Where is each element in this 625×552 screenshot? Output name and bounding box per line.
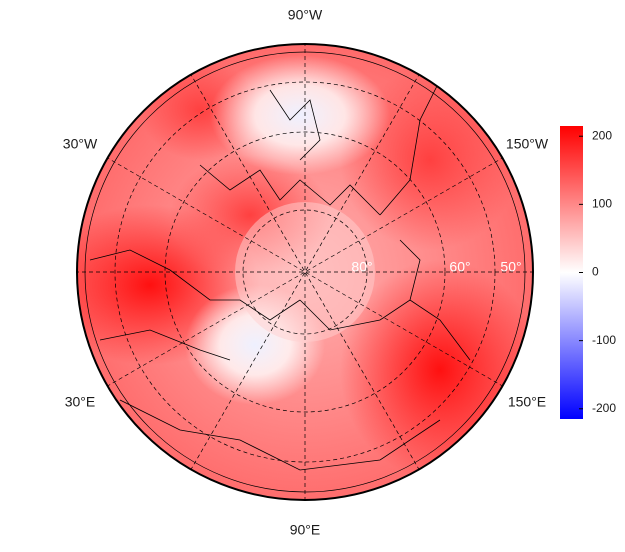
graticule [77,44,533,500]
lon-label: 30°E [65,394,96,410]
colorbar-tick-label: 200 [592,128,612,142]
lat-label: 60° [449,259,470,275]
colorbar-tick-label: 100 [592,197,612,211]
lon-label: 150°W [506,136,549,152]
lon-label: 90°E [290,522,321,538]
colorbar-tick-label: -200 [592,401,616,415]
lat-label: 80° [351,259,372,275]
lon-label: 90°W [288,7,323,23]
map-inner-border [84,51,526,493]
colorbar-tick-label: -100 [592,333,616,347]
colorbar [560,126,583,419]
map-border [76,43,534,501]
lon-label: 150°E [508,394,546,410]
colorbar-tick-label: 0 [592,265,599,279]
coastlines [89,79,471,471]
lon-label: 30°W [63,136,98,152]
lat-label: 50° [500,259,521,275]
field [77,44,533,500]
